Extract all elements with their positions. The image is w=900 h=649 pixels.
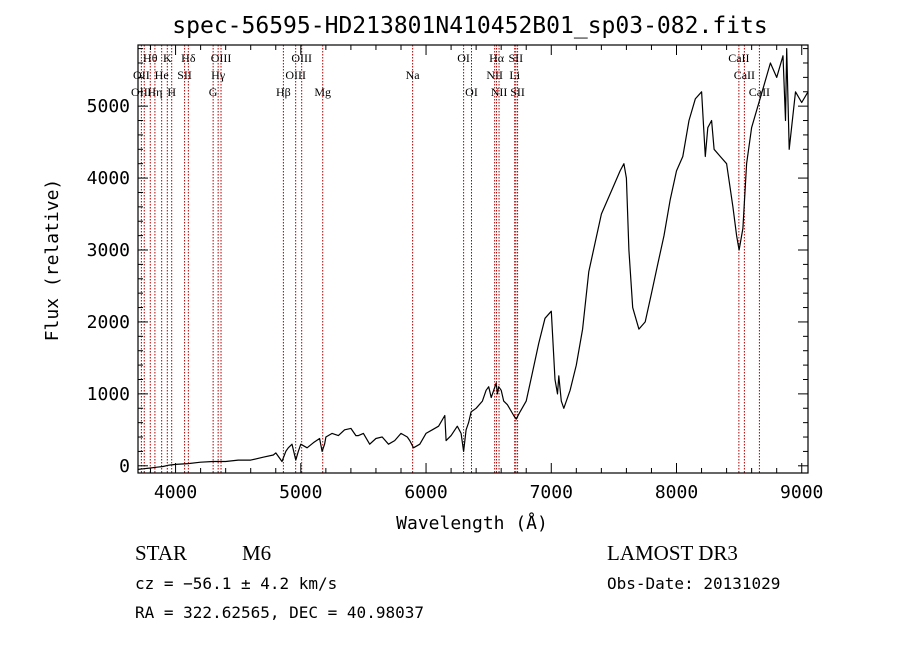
survey-name: LAMOST DR3	[607, 541, 738, 565]
line-label: OIII	[291, 51, 312, 65]
y-tick-label: 1000	[87, 384, 130, 405]
line-label: OI	[465, 85, 478, 99]
line-label: Hβ	[276, 85, 291, 99]
x-axis-label: Wavelength (Å)	[396, 512, 548, 534]
ra-dec-coordinates: RA = 322.62565, DEC = 40.98037	[135, 603, 424, 622]
line-label: CaII	[734, 68, 755, 82]
y-tick-label: 4000	[87, 168, 130, 189]
y-tick-label: 2000	[87, 312, 130, 333]
spectrum-line	[138, 47, 808, 470]
plot-frame	[137, 44, 809, 474]
line-label: SII	[177, 68, 192, 82]
chart-title: spec-56595-HD213801N410452B01_sp03-082.f…	[172, 13, 767, 39]
line-label: CaII	[749, 85, 770, 99]
line-label: OIII	[285, 68, 306, 82]
line-label: K	[163, 51, 172, 65]
observation-date: Obs-Date: 20131029	[607, 574, 780, 593]
line-label: H	[167, 85, 176, 99]
x-tick-label: 4000	[154, 482, 197, 503]
axes: 4000 5000 6000 7000 8000 9000 0 1000 2000 3000 400…	[87, 44, 823, 503]
x-tick-label: 5000	[279, 482, 322, 503]
x-tick-label: 6000	[404, 482, 447, 503]
line-label: NII	[486, 68, 503, 82]
line-label: OIII	[211, 51, 232, 65]
line-label: OI	[457, 51, 470, 65]
y-tick-label: 0	[119, 456, 130, 477]
line-label: Hγ	[211, 68, 226, 82]
line-label: Na	[406, 68, 421, 82]
line-label: Hη	[147, 85, 162, 99]
spectrum-series	[138, 47, 808, 470]
x-tick-label: 8000	[655, 482, 698, 503]
subclass: M6	[242, 541, 271, 565]
line-label: He	[155, 68, 169, 82]
radial-velocity: cz = −56.1 ± 4.2 km/s	[135, 574, 337, 593]
y-axis-label: Flux (relative)	[42, 179, 63, 342]
x-tick-label: 9000	[780, 482, 823, 503]
line-label: SII	[510, 85, 525, 99]
x-tick-label: 7000	[530, 482, 573, 503]
line-label: Hδ	[181, 51, 196, 65]
line-label: Li	[509, 68, 520, 82]
line-label: OII	[133, 68, 150, 82]
line-label: G	[209, 85, 218, 99]
line-label: NII	[491, 85, 508, 99]
y-tick-label: 3000	[87, 240, 130, 261]
line-label: Mg	[314, 85, 331, 99]
line-label: SII	[508, 51, 523, 65]
line-label: Hα	[489, 51, 505, 65]
line-label: CaII	[728, 51, 749, 65]
y-tick-label: 5000	[87, 96, 130, 117]
line-label: Hθ	[143, 51, 158, 65]
marker-lines	[140, 45, 760, 473]
object-type: STAR	[135, 541, 187, 565]
